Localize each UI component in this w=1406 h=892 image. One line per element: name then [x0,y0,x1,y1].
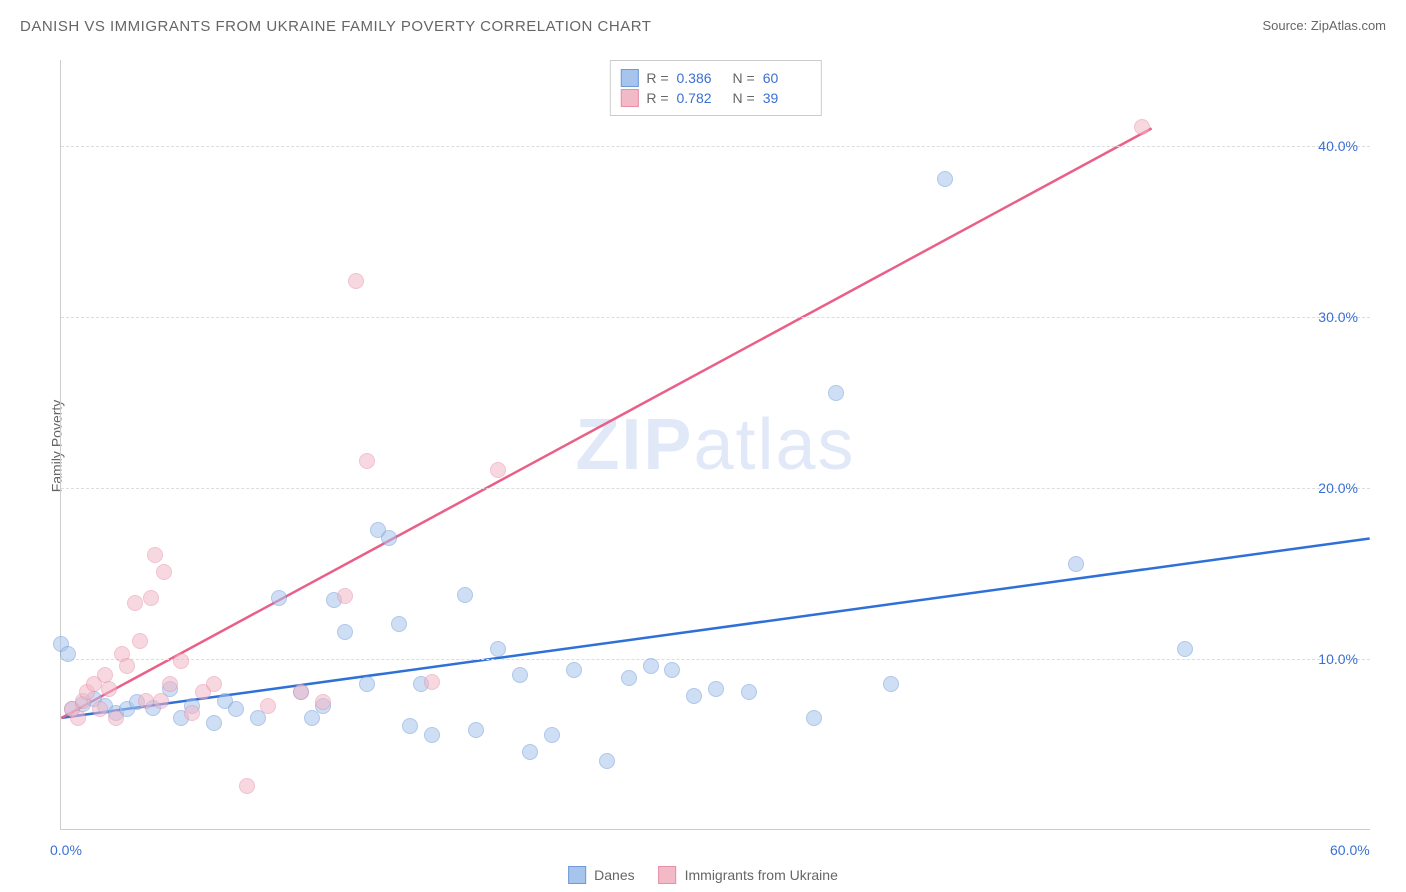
y-tick-label: 30.0% [1318,309,1358,325]
scatter-point [239,778,255,794]
scatter-point [457,587,473,603]
scatter-point [1177,641,1193,657]
scatter-point [260,698,276,714]
chart-title: DANISH VS IMMIGRANTS FROM UKRAINE FAMILY… [20,18,651,35]
grid-line [61,146,1370,147]
scatter-point [686,688,702,704]
scatter-point [599,753,615,769]
scatter-point [143,590,159,606]
y-tick-label: 40.0% [1318,138,1358,154]
x-axis-end-label: 60.0% [1330,842,1370,858]
scatter-point [108,710,124,726]
scatter-point [127,595,143,611]
scatter-point [348,273,364,289]
scatter-point [337,588,353,604]
chart-container: DANISH VS IMMIGRANTS FROM UKRAINE FAMILY… [0,0,1406,892]
trend-line [61,128,1151,718]
scatter-point [206,715,222,731]
scatter-point [147,547,163,563]
scatter-point [119,658,135,674]
scatter-point [708,681,724,697]
scatter-point [60,646,76,662]
scatter-point [490,641,506,657]
scatter-point [206,676,222,692]
bottom-legend-item: Danes [568,866,634,884]
scatter-point [1134,119,1150,135]
scatter-point [424,727,440,743]
scatter-point [402,718,418,734]
x-axis-origin-label: 0.0% [50,842,82,858]
scatter-point [337,624,353,640]
scatter-point [1068,556,1084,572]
scatter-point [132,633,148,649]
scatter-point [828,385,844,401]
y-tick-label: 20.0% [1318,480,1358,496]
scatter-point [566,662,582,678]
scatter-point [512,667,528,683]
scatter-point [101,681,117,697]
scatter-point [643,658,659,674]
scatter-point [468,722,484,738]
scatter-point [315,694,331,710]
legend-label-ukraine: Immigrants from Ukraine [685,867,838,883]
scatter-point [883,676,899,692]
scatter-point [544,727,560,743]
scatter-point [937,171,953,187]
scatter-point [228,701,244,717]
scatter-point [271,590,287,606]
scatter-point [664,662,680,678]
scatter-point [424,674,440,690]
scatter-point [162,676,178,692]
scatter-point [806,710,822,726]
scatter-point [173,653,189,669]
scatter-point [381,530,397,546]
scatter-point [92,701,108,717]
legend-swatch-ukraine [659,866,677,884]
scatter-point [156,564,172,580]
y-tick-label: 10.0% [1318,651,1358,667]
scatter-point [184,705,200,721]
scatter-point [70,710,86,726]
grid-line [61,317,1370,318]
scatter-point [359,453,375,469]
scatter-point [293,684,309,700]
scatter-point [359,676,375,692]
scatter-point [490,462,506,478]
grid-line [61,488,1370,489]
grid-line [61,659,1370,660]
legend-label-danes: Danes [594,867,634,883]
bottom-legend-item: Immigrants from Ukraine [659,866,838,884]
scatter-point [138,693,154,709]
scatter-point [522,744,538,760]
bottom-legend: Danes Immigrants from Ukraine [568,866,838,884]
source-attribution: Source: ZipAtlas.com [1262,18,1386,33]
scatter-point [621,670,637,686]
scatter-point [391,616,407,632]
legend-swatch-danes [568,866,586,884]
scatter-point [741,684,757,700]
plot-area: ZIPatlas R = 0.386 N = 60 R = 0.782 N = … [60,60,1370,830]
scatter-point [153,693,169,709]
